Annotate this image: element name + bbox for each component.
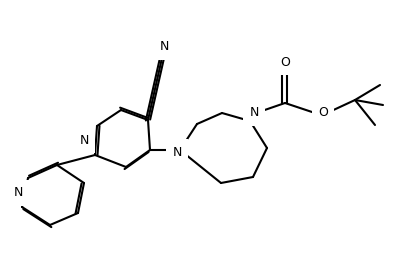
Text: N: N — [249, 106, 259, 120]
Text: O: O — [280, 56, 290, 69]
Text: N: N — [80, 133, 89, 146]
Text: N: N — [13, 187, 23, 199]
Text: O: O — [318, 106, 328, 120]
Text: N: N — [172, 145, 182, 158]
Text: N: N — [159, 40, 169, 54]
